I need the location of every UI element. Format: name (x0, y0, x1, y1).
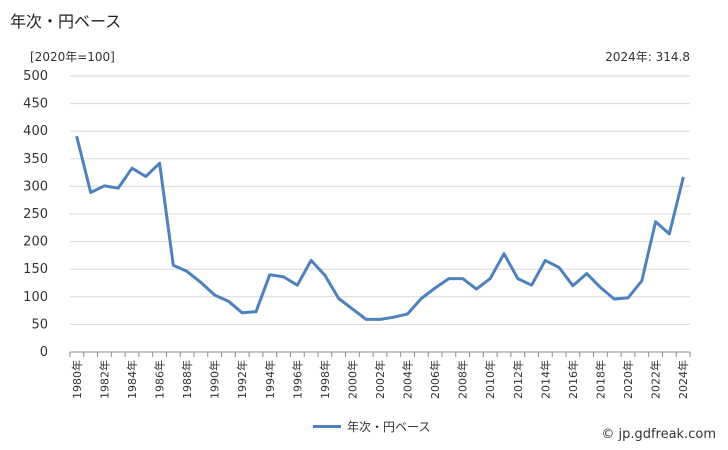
y-tick-label: 350 (23, 152, 48, 167)
x-tick-label: 1994年 (263, 360, 277, 399)
y-tick-label: 100 (23, 290, 48, 305)
y-tick-label: 150 (23, 262, 48, 277)
legend-label: 年次・円ベース (347, 420, 431, 434)
legend-swatch (313, 425, 341, 428)
unit-label: [2020年=100] (30, 50, 115, 64)
x-tick-label: 1998年 (318, 360, 332, 399)
x-tick-label: 1984年 (125, 360, 139, 399)
y-tick-label: 300 (23, 179, 48, 194)
x-tick-label: 2014年 (538, 360, 552, 399)
x-tick-label: 1988年 (180, 360, 194, 399)
x-tick-label: 2004年 (401, 360, 415, 399)
y-tick-label: 400 (23, 124, 48, 139)
chart-title: 年次・円ベース (10, 12, 122, 31)
x-tick-label: 2000年 (345, 360, 359, 399)
x-tick-label: 2002年 (373, 360, 387, 399)
x-tick-label: 2022年 (649, 360, 663, 399)
y-tick-label: 250 (23, 207, 48, 222)
x-tick-label: 1992年 (235, 360, 249, 399)
x-tick-label: 2012年 (511, 360, 525, 399)
y-tick-label: 0 (40, 345, 48, 360)
x-tick-label: 2020年 (621, 360, 635, 399)
x-tick-label: 1990年 (208, 360, 222, 399)
series-line (75, 135, 685, 321)
y-tick-label: 450 (23, 97, 48, 112)
y-tick-label: 500 (23, 69, 48, 84)
latest-value-label: 2024年: 314.8 (605, 50, 690, 64)
x-tick-label: 1996年 (290, 360, 304, 399)
y-tick-label: 200 (23, 235, 48, 250)
x-tick-label: 2006年 (428, 360, 442, 399)
x-tick-label: 1986年 (153, 360, 167, 399)
x-tick-label: 1980年 (70, 360, 84, 399)
y-tick-label: 50 (31, 317, 48, 332)
x-tick-label: 2024年 (676, 360, 690, 399)
x-tick-label: 2016年 (566, 360, 580, 399)
credit-text: © jp.gdfreak.com (601, 427, 716, 442)
legend: 年次・円ベース (313, 418, 430, 435)
x-tick-label: 2018年 (593, 360, 607, 399)
x-tick-label: 1982年 (97, 360, 111, 399)
x-tick-label: 2010年 (483, 360, 497, 399)
x-tick-label: 2008年 (456, 360, 470, 399)
